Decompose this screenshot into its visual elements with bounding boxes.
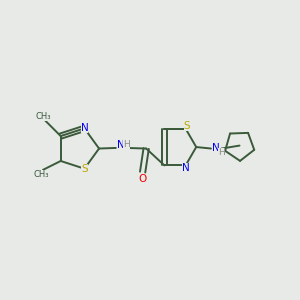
Text: O: O	[139, 174, 147, 184]
Text: S: S	[81, 164, 88, 174]
Text: CH₃: CH₃	[34, 170, 49, 179]
Text: H: H	[218, 148, 225, 158]
Text: N: N	[117, 140, 125, 150]
Text: N: N	[212, 143, 220, 153]
Text: N: N	[182, 164, 190, 173]
Text: CH₃: CH₃	[35, 112, 51, 121]
Text: H: H	[123, 140, 130, 149]
Text: N: N	[80, 123, 88, 134]
Text: S: S	[184, 121, 190, 131]
